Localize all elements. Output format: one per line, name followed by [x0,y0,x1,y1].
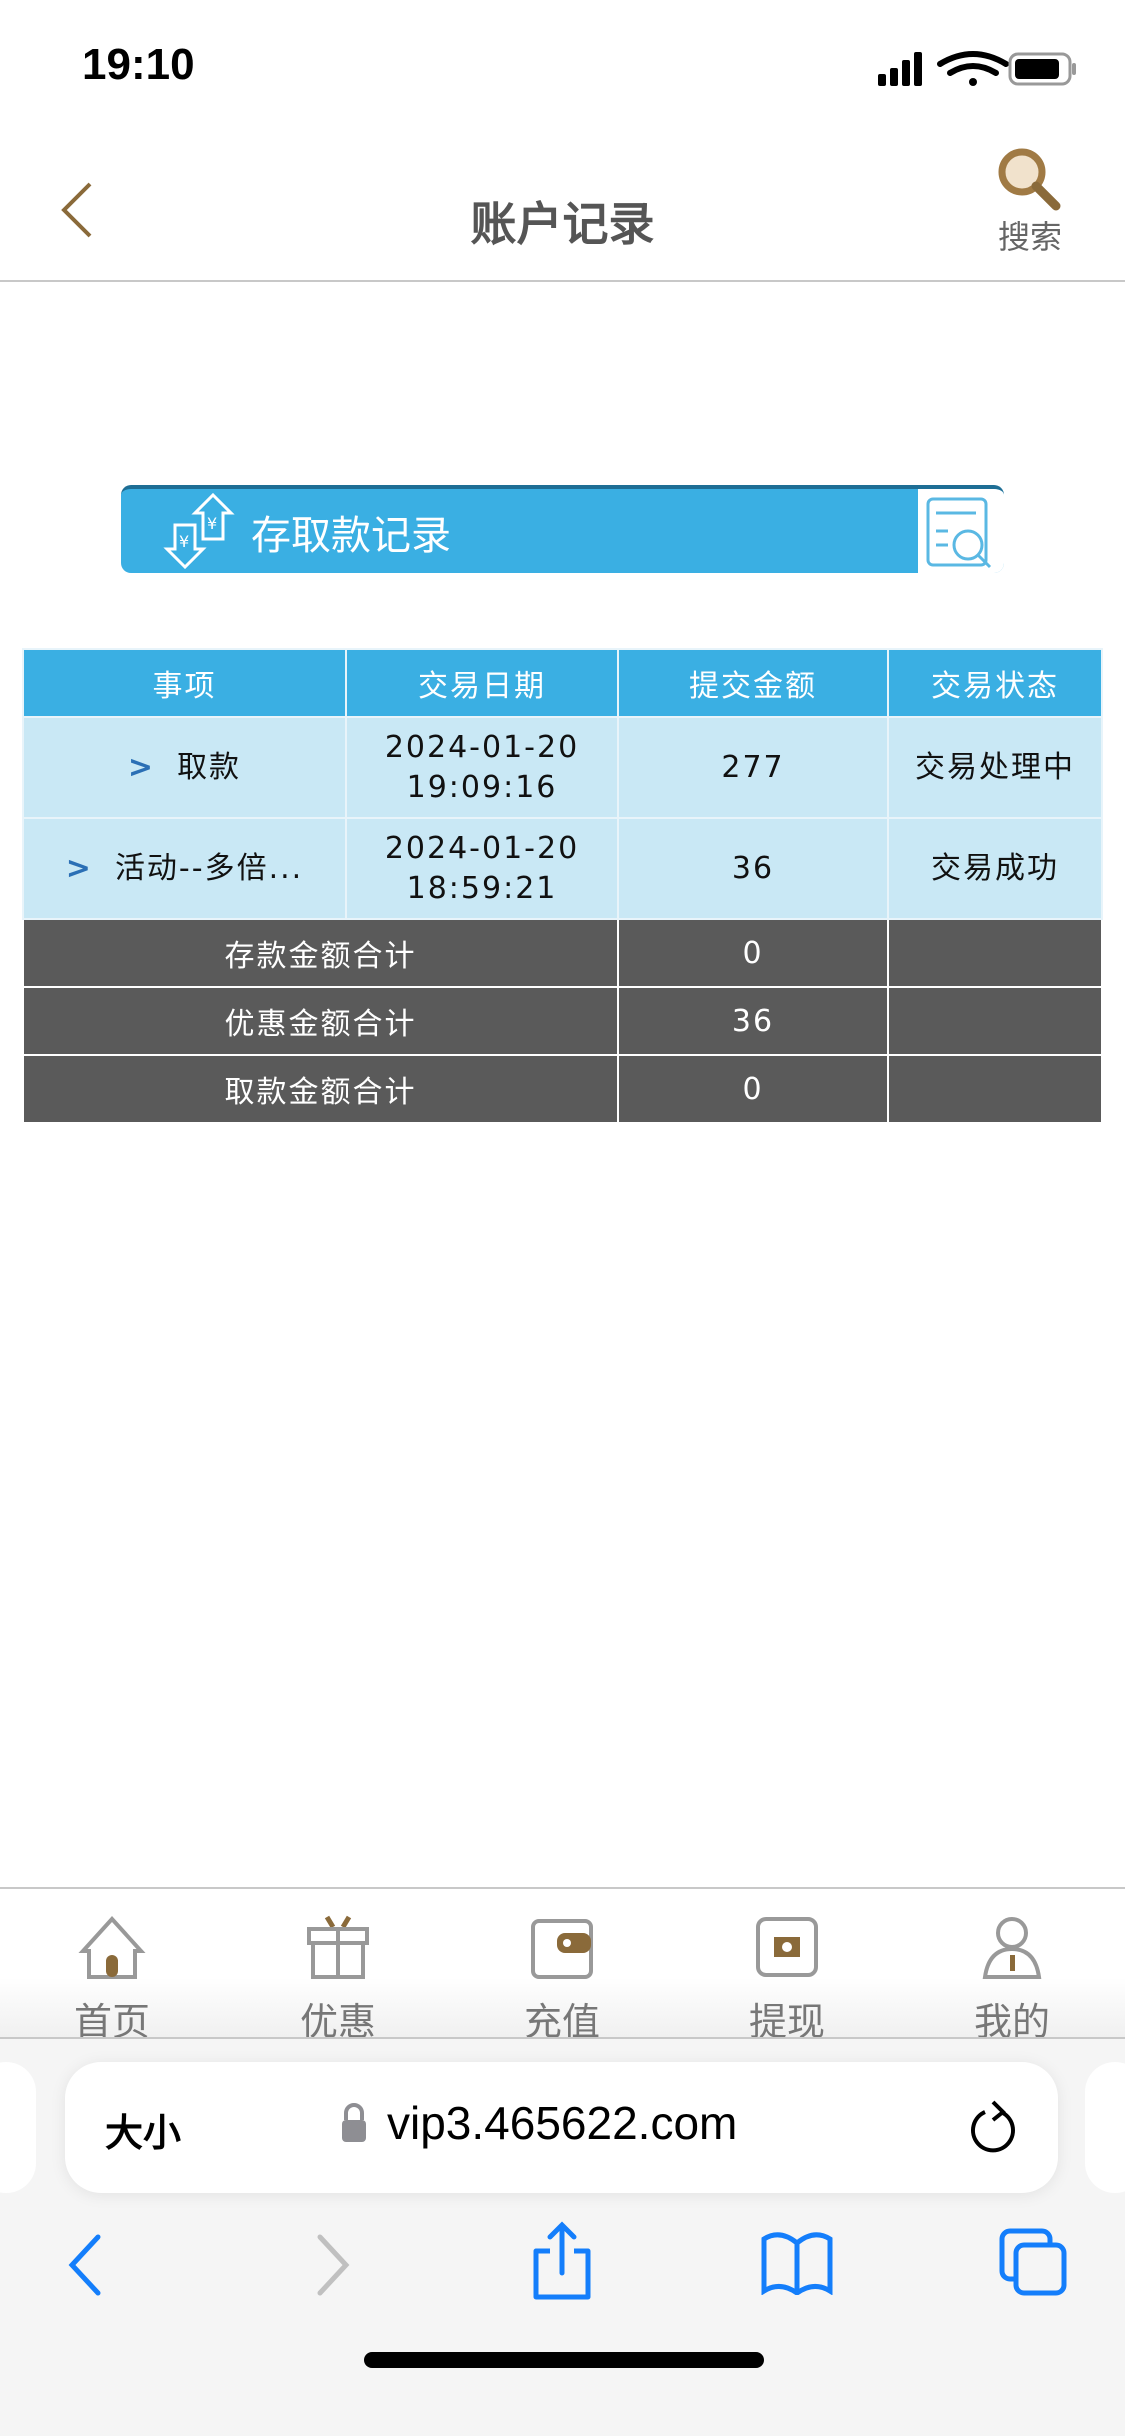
summary-empty [887,918,1103,988]
summary-empty [887,1054,1103,1124]
summary-label: 优惠金额合计 [22,986,619,1056]
tab-deposit[interactable]: 充值 [492,1915,632,2046]
column-header: 交易日期 [345,648,619,718]
tab-label: 首页 [73,2000,150,2044]
browser-forward-icon[interactable] [312,2233,352,2297]
chevron-right-icon: > [127,749,156,785]
summary-row: 存款金额合计 0 [22,918,1103,988]
status-cell: 交易处理中 [887,716,1103,819]
time: 18:59:21 [406,870,558,906]
reload-icon[interactable] [965,2098,1021,2158]
status-icons [878,51,1076,86]
wifi-icon [937,51,1009,76]
column-header: 事项 [22,648,347,718]
back-chevron-icon[interactable] [58,180,98,240]
column-header: 交易状态 [887,648,1103,718]
tab-label: 优惠 [299,2000,376,2044]
url-text[interactable]: vip3.465622.com [387,2097,738,2149]
summary-value: 0 [617,1054,889,1124]
signal-icon [878,52,922,86]
address-bar[interactable]: 大小 vip3.465622.com [65,2062,1058,2193]
summary-empty [887,986,1103,1056]
column-header: 提交金额 [617,648,889,718]
currency-exchange-icon: ¥¥ [163,493,235,569]
item-label: 取款 [177,749,242,785]
tabbar-divider [0,1887,1125,1889]
battery-icon [1008,52,1076,86]
user-icon [982,1917,1042,1979]
tab-profile[interactable]: 我的 [942,1915,1082,2046]
summary-value: 0 [617,918,889,988]
tab-home[interactable]: 首页 [42,1915,182,2046]
status-time: 19:10 [82,40,195,89]
deposit-withdraw-banner: ¥ ¥ 存取款记录 [121,485,1004,573]
amount-cell: 277 [617,716,889,819]
banner-title: 存取款记录 [251,513,451,559]
record-search-button[interactable] [918,489,1004,573]
gift-icon [307,1915,369,1979]
search-icon[interactable] [996,146,1062,212]
tab-label: 充值 [523,2000,600,2044]
header-divider [0,280,1125,282]
bottom-tabbar: 首页 优惠 充值 提现 我的 [0,1889,1125,2044]
tabbar-bottom-divider [0,2037,1125,2039]
home-icon [78,1916,146,1979]
item-cell[interactable]: > 取款 [22,716,347,819]
summary-row: 取款金额合计 0 [22,1054,1103,1124]
amount-cell: 36 [617,817,889,920]
table-header-row: 事项 交易日期 提交金额 交易状态 [22,648,1103,718]
search-label[interactable]: 搜索 [997,218,1062,256]
date: 2024-01-20 [384,830,580,866]
svg-text:¥: ¥ [207,514,217,533]
text-size-button[interactable]: 大小 [105,2111,182,2155]
transaction-table: 事项 交易日期 提交金额 交易状态 > 取款 2024-01-20 19:09:16… [22,648,1103,1124]
table-row[interactable]: > 活动--多倍... 2024-01-20 18:59:21 36 交易成功 [22,817,1103,920]
table-row[interactable]: > 取款 2024-01-20 19:09:16 277 交易处理中 [22,716,1103,819]
tab-withdraw[interactable]: 提现 [717,1915,857,2046]
browser-back-icon[interactable] [66,2233,106,2297]
document-search-icon [926,497,992,569]
summary-label: 取款金额合计 [22,1054,619,1124]
lock-icon [342,2103,366,2142]
summary-row: 优惠金额合计 36 [22,986,1103,1056]
status-cell: 交易成功 [887,817,1103,920]
summary-value: 36 [617,986,889,1056]
page-title: 账户记录 [470,197,655,251]
date: 2024-01-20 [384,729,580,765]
next-tab-pill[interactable] [1085,2062,1125,2193]
item-label: 活动--多倍... [114,850,304,886]
date-cell: 2024-01-20 19:09:16 [345,716,619,819]
tabs-icon[interactable] [998,2227,1070,2297]
previous-tab-pill[interactable] [0,2062,36,2193]
chevron-right-icon: > [65,850,93,886]
svg-text:¥: ¥ [179,532,189,551]
cash-icon [756,1917,818,1977]
share-icon[interactable] [530,2221,594,2301]
item-cell[interactable]: > 活动--多倍... [22,817,347,920]
time: 19:09:16 [406,769,558,805]
date-cell: 2024-01-20 18:59:21 [345,817,619,920]
browser-chrome: 大小 vip3.465622.com [0,2039,1125,2436]
wallet-icon [531,1919,593,1979]
tab-label: 我的 [973,2000,1050,2044]
tab-promotions[interactable]: 优惠 [268,1915,408,2046]
bookmarks-icon[interactable] [760,2229,834,2295]
tab-label: 提现 [748,2000,825,2044]
home-indicator [364,2352,764,2368]
summary-label: 存款金额合计 [22,918,619,988]
